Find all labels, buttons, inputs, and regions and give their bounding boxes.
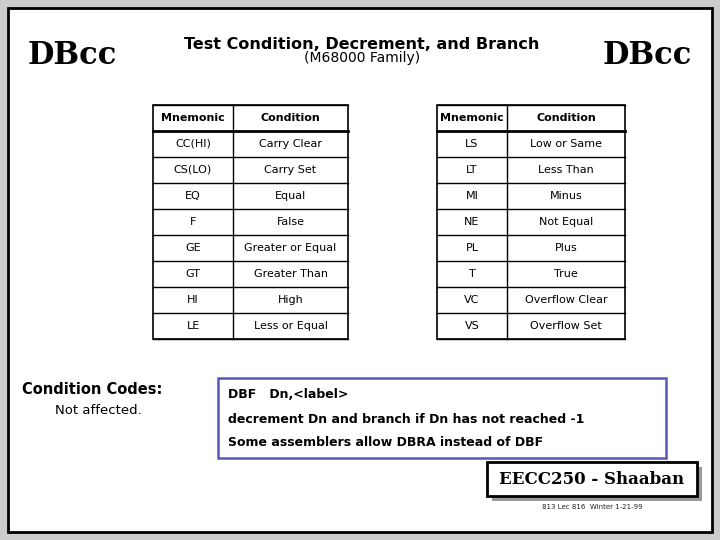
Text: Low or Same: Low or Same: [530, 139, 602, 149]
Text: Not Equal: Not Equal: [539, 217, 593, 227]
Bar: [218, 378, 666, 458]
Bar: [153, 105, 348, 339]
Text: Overflow Set: Overflow Set: [530, 321, 602, 331]
Text: CS(LO): CS(LO): [174, 165, 212, 175]
Text: DBcc: DBcc: [28, 40, 117, 71]
Text: Carry Set: Carry Set: [264, 165, 317, 175]
Text: GT: GT: [186, 269, 200, 279]
Text: HI: HI: [187, 295, 199, 305]
Text: Plus: Plus: [554, 243, 577, 253]
Text: Condition: Condition: [536, 113, 596, 123]
Text: False: False: [276, 217, 305, 227]
Text: CC(HI): CC(HI): [175, 139, 211, 149]
Text: LT: LT: [467, 165, 478, 175]
Text: T: T: [469, 269, 475, 279]
Text: Mnemonic: Mnemonic: [440, 113, 504, 123]
Bar: [492, 467, 702, 501]
Text: NE: NE: [464, 217, 480, 227]
Text: PL: PL: [466, 243, 479, 253]
Text: VC: VC: [464, 295, 480, 305]
Text: Carry Clear: Carry Clear: [259, 139, 322, 149]
Text: decrement Dn and branch if Dn has not reached -1: decrement Dn and branch if Dn has not re…: [228, 413, 585, 426]
Text: DBF   Dn,<label>: DBF Dn,<label>: [228, 388, 348, 401]
Text: Not affected.: Not affected.: [55, 404, 142, 417]
Text: Less Than: Less Than: [538, 165, 594, 175]
Bar: [437, 105, 625, 339]
Text: High: High: [278, 295, 303, 305]
Text: Overflow Clear: Overflow Clear: [525, 295, 607, 305]
Text: VS: VS: [464, 321, 480, 331]
Text: LE: LE: [186, 321, 199, 331]
Text: EECC250 - Shaaban: EECC250 - Shaaban: [500, 470, 685, 488]
Text: Condition Codes:: Condition Codes:: [22, 382, 163, 397]
Text: LS: LS: [465, 139, 479, 149]
Text: EQ: EQ: [185, 191, 201, 201]
Text: F: F: [190, 217, 196, 227]
Text: DBcc: DBcc: [603, 40, 692, 71]
Text: MI: MI: [466, 191, 478, 201]
Text: Equal: Equal: [275, 191, 306, 201]
Text: Greater or Equal: Greater or Equal: [244, 243, 337, 253]
Text: Greater Than: Greater Than: [253, 269, 328, 279]
Text: Mnemonic: Mnemonic: [161, 113, 225, 123]
Text: Minus: Minus: [549, 191, 582, 201]
Text: (M68000 Family): (M68000 Family): [304, 51, 420, 65]
Text: True: True: [554, 269, 578, 279]
Text: GE: GE: [185, 243, 201, 253]
Text: Less or Equal: Less or Equal: [253, 321, 328, 331]
Text: 813 Lec 816  Winter 1-21-99: 813 Lec 816 Winter 1-21-99: [541, 504, 642, 510]
Bar: [487, 462, 697, 496]
Text: Test Condition, Decrement, and Branch: Test Condition, Decrement, and Branch: [184, 37, 540, 52]
Text: Condition: Condition: [261, 113, 320, 123]
Text: Some assemblers allow DBRA instead of DBF: Some assemblers allow DBRA instead of DB…: [228, 436, 543, 449]
